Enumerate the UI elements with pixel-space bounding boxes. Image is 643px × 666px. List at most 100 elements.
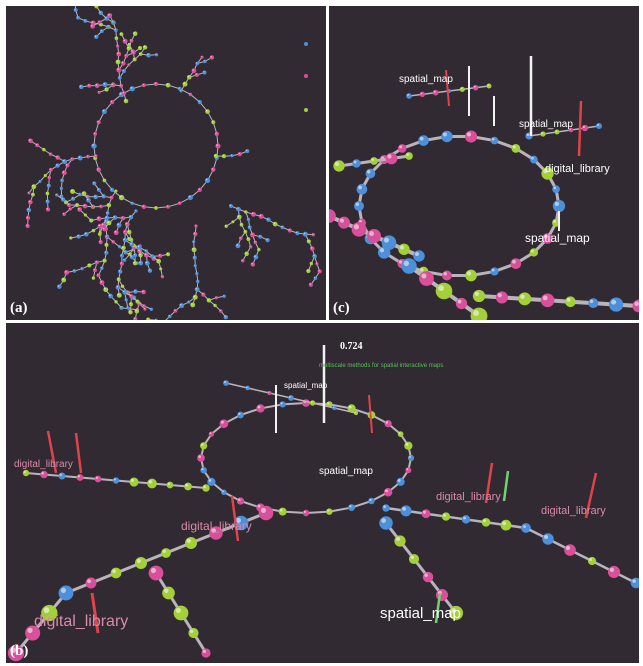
- node-highlight: [210, 55, 212, 58]
- node: [121, 69, 126, 74]
- node: [96, 187, 101, 192]
- node-highlight: [433, 90, 436, 93]
- legend-node: [304, 74, 308, 78]
- node: [149, 307, 154, 311]
- node: [93, 194, 98, 200]
- node: [116, 222, 122, 228]
- node-highlight: [105, 216, 108, 218]
- node: [161, 548, 171, 558]
- node: [211, 120, 216, 125]
- node-highlight: [254, 241, 256, 243]
- node: [159, 267, 163, 271]
- node-highlight: [142, 205, 144, 207]
- node-highlight: [399, 145, 403, 149]
- node: [244, 251, 249, 256]
- panel-c-label-spatial-map-2: spatial_map: [519, 119, 573, 130]
- node: [215, 143, 221, 149]
- node-highlight: [56, 164, 58, 166]
- node: [338, 216, 350, 229]
- node: [630, 577, 639, 589]
- node-highlight: [117, 278, 119, 280]
- node: [552, 199, 566, 213]
- node: [110, 567, 122, 579]
- node-highlight: [422, 510, 426, 514]
- node-highlight: [421, 273, 427, 279]
- node: [129, 86, 135, 92]
- node: [194, 72, 199, 78]
- node-highlight: [117, 68, 119, 70]
- node: [356, 183, 368, 195]
- node: [127, 236, 132, 242]
- node: [459, 86, 465, 92]
- node-highlight: [41, 471, 44, 475]
- node: [326, 508, 333, 515]
- node: [116, 277, 121, 282]
- panel-c-label-digital-library: digital_library: [545, 163, 610, 175]
- node-highlight: [123, 258, 125, 261]
- node: [129, 294, 134, 299]
- node-highlight: [221, 490, 224, 493]
- node-highlight: [211, 528, 216, 533]
- node: [132, 57, 137, 62]
- node: [61, 170, 67, 176]
- node: [136, 244, 142, 250]
- node: [40, 470, 48, 479]
- node-highlight: [555, 130, 557, 132]
- node: [385, 152, 398, 165]
- node: [141, 83, 146, 88]
- branch: [382, 504, 531, 533]
- node-highlight: [118, 270, 121, 272]
- node-highlight: [238, 152, 240, 155]
- node-highlight: [214, 154, 216, 156]
- node: [370, 157, 378, 165]
- node-highlight: [110, 188, 113, 190]
- node-highlight: [139, 52, 141, 55]
- node-highlight: [94, 35, 97, 37]
- node-highlight: [121, 285, 123, 287]
- node-highlight: [114, 29, 116, 31]
- node-highlight: [137, 245, 140, 248]
- node: [203, 59, 207, 64]
- node-highlight: [121, 61, 124, 64]
- node: [272, 221, 278, 227]
- node-highlight: [203, 60, 205, 62]
- branch: [45, 168, 53, 212]
- node: [168, 314, 172, 319]
- node-highlight: [257, 248, 259, 250]
- node-highlight: [104, 251, 107, 253]
- node: [223, 380, 229, 386]
- node: [122, 38, 128, 44]
- node-highlight: [146, 53, 149, 56]
- node-highlight: [62, 159, 65, 162]
- edge: [334, 407, 357, 414]
- node: [435, 282, 453, 300]
- node-highlight: [145, 249, 147, 252]
- node-highlight: [69, 236, 71, 238]
- node: [48, 152, 53, 156]
- node-highlight: [318, 269, 320, 272]
- node-highlight: [93, 268, 95, 271]
- node: [148, 565, 164, 581]
- node: [45, 207, 51, 212]
- node-highlight: [130, 255, 132, 258]
- node: [247, 225, 252, 230]
- node-highlight: [491, 268, 495, 272]
- node: [243, 229, 248, 234]
- node-highlight: [543, 169, 548, 174]
- node: [239, 222, 244, 227]
- node-highlight: [267, 391, 270, 393]
- node: [384, 420, 392, 428]
- node-highlight: [424, 573, 429, 577]
- node: [101, 194, 106, 199]
- node-highlight: [406, 468, 409, 471]
- node-highlight: [110, 100, 113, 103]
- node-highlight: [236, 244, 238, 246]
- node-highlight: [194, 264, 196, 266]
- node: [219, 309, 223, 313]
- node: [77, 207, 82, 212]
- node: [69, 236, 73, 240]
- node: [186, 75, 192, 80]
- branch: [522, 524, 639, 589]
- node-highlight: [80, 267, 83, 269]
